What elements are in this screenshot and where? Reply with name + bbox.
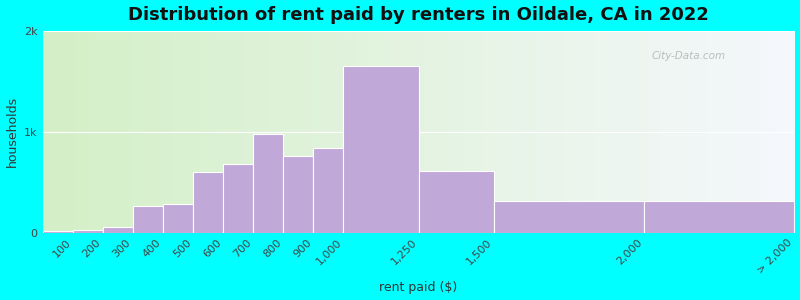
Bar: [644, 201, 794, 232]
Text: City-Data.com: City-Data.com: [651, 51, 726, 61]
Bar: [133, 206, 163, 232]
Bar: [73, 230, 102, 232]
X-axis label: rent paid ($): rent paid ($): [379, 281, 458, 294]
Bar: [253, 134, 283, 232]
Bar: [283, 156, 314, 232]
Bar: [314, 148, 343, 232]
Bar: [494, 201, 644, 232]
Bar: [343, 66, 418, 233]
Bar: [418, 171, 494, 232]
Bar: [163, 204, 193, 232]
Title: Distribution of rent paid by renters in Oildale, CA in 2022: Distribution of rent paid by renters in …: [128, 6, 709, 24]
Y-axis label: households: households: [6, 96, 18, 167]
Bar: [193, 172, 223, 232]
Bar: [223, 164, 253, 232]
Bar: [102, 227, 133, 232]
Bar: [42, 231, 73, 232]
